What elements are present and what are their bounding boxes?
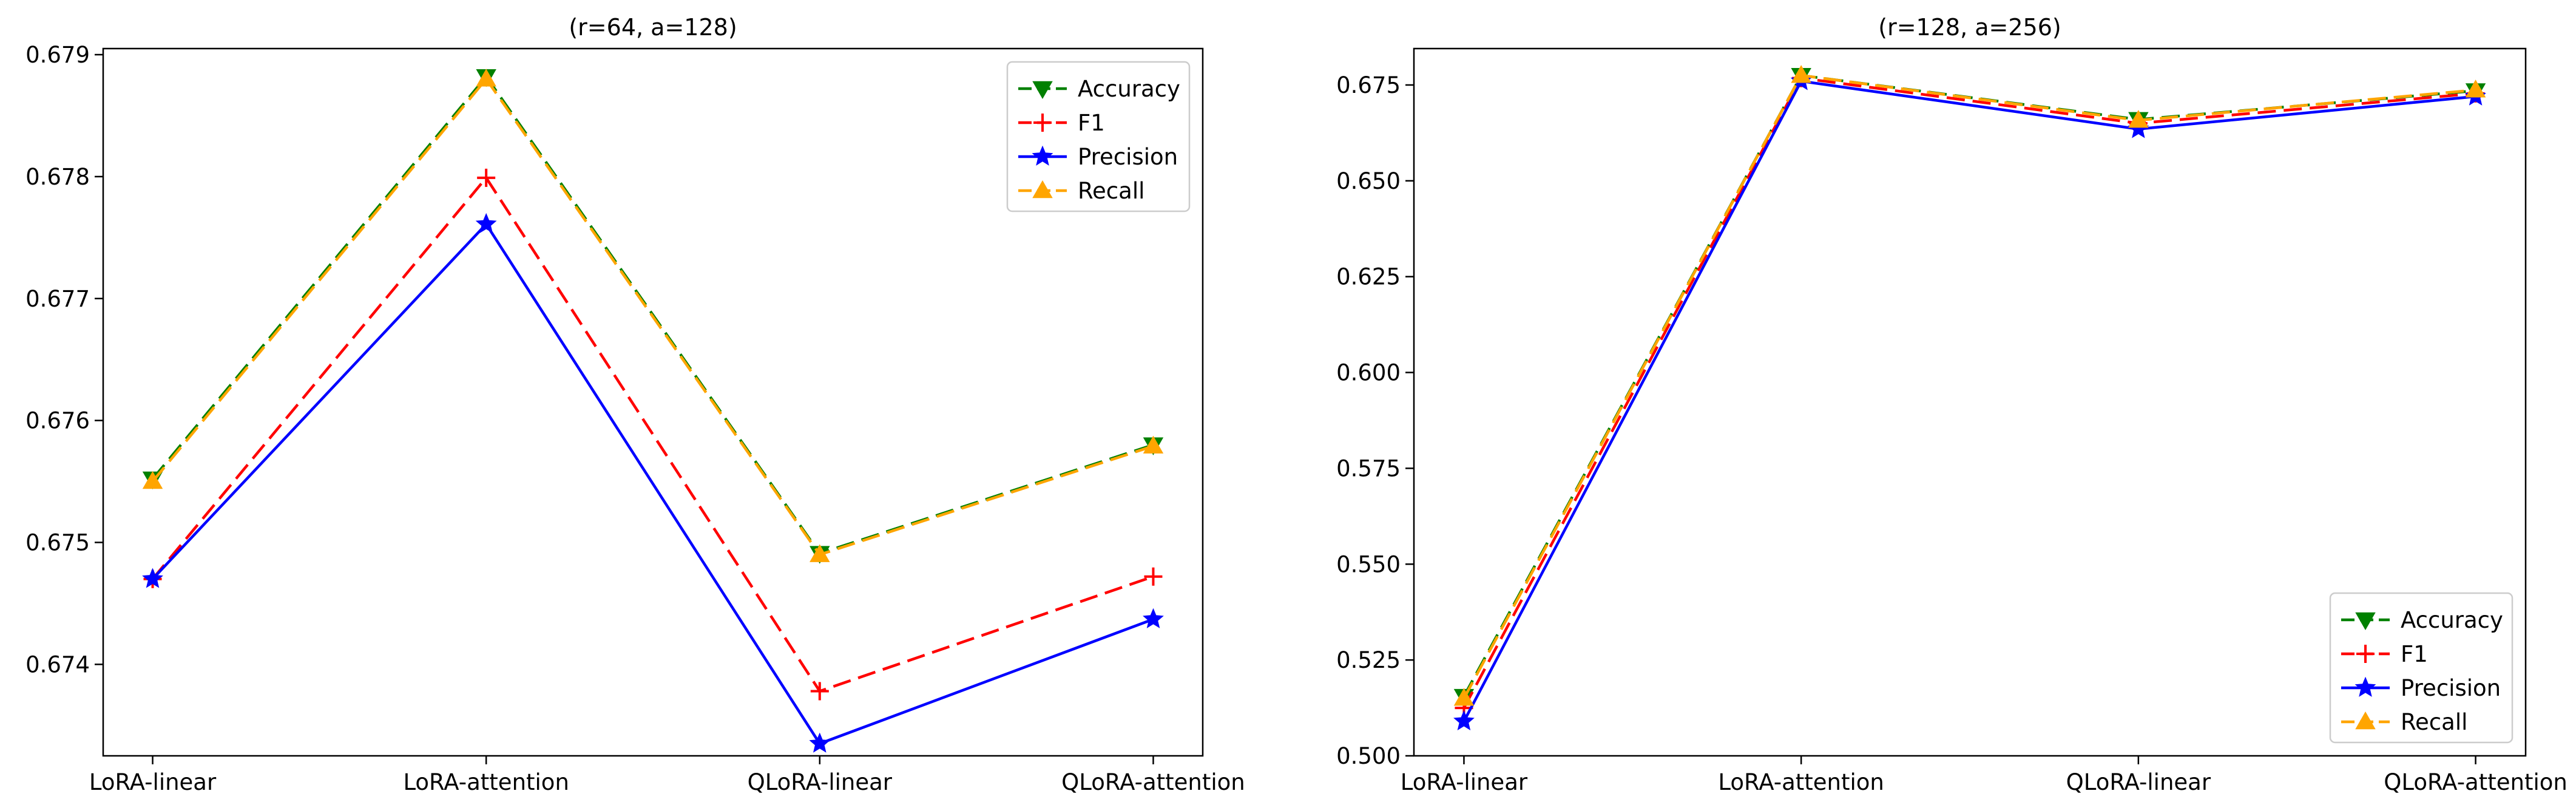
data-point-0-precision-3 <box>1143 608 1164 628</box>
x-tick-label-0-0: LoRA-linear <box>89 769 217 795</box>
data-point-0-precision-1 <box>475 212 497 234</box>
legend-label-0-2: Precision <box>1078 144 1178 170</box>
y-tick-label-0-5: 0.679 <box>25 42 90 68</box>
y-tick-label-1-6: 0.650 <box>1336 168 1401 194</box>
legend-marker-1-2 <box>2355 676 2376 697</box>
data-point-1-recall-0 <box>1453 688 1475 706</box>
legend-marker-1-0 <box>2355 612 2376 631</box>
series-line-0-precision <box>151 222 1154 746</box>
x-tick-label-0-2: QLoRA-linear <box>748 769 893 795</box>
y-tick-label-0-3: 0.677 <box>25 286 90 312</box>
legend-label-1-0: Accuracy <box>2401 607 2503 633</box>
data-point-0-f1-3 <box>1144 567 1163 586</box>
data-point-1-precision-0 <box>1453 710 1475 730</box>
legend-marker-0-3 <box>1032 180 1053 199</box>
data-point-0-f1-2 <box>810 682 829 701</box>
legend-marker-0-0 <box>1032 81 1053 100</box>
series-line-0-recall <box>151 77 1154 556</box>
legend-1 <box>2329 592 2513 744</box>
series-line-1-recall <box>1462 73 2476 699</box>
data-point-0-recall-1 <box>476 69 496 87</box>
legend-label-1-2: Precision <box>2401 675 2501 701</box>
y-tick-label-1-3: 0.575 <box>1336 455 1401 481</box>
legend-label-0-0: Accuracy <box>1078 76 1180 102</box>
data-point-0-precision-2 <box>809 732 831 753</box>
legend-marker-1-3 <box>2355 711 2376 730</box>
data-point-0-recall-3 <box>1143 435 1164 454</box>
y-tick-label-0-1: 0.675 <box>25 529 90 555</box>
x-tick-label-1-1: LoRA-attention <box>1718 769 1884 795</box>
data-point-1-recall-3 <box>2465 80 2486 98</box>
plot-area-0 <box>102 47 1204 757</box>
x-tick-label-0-1: LoRA-attention <box>403 769 569 795</box>
legend-label-0-1: F1 <box>1078 110 1105 136</box>
x-tick-label-0-3: QLoRA-attention <box>1061 769 1245 795</box>
legend-label-0-3: Recall <box>1078 178 1144 204</box>
chart-title-0: (r=64, a=128) <box>569 14 737 41</box>
data-point-0-f1-1 <box>477 168 496 187</box>
y-tick-label-0-0: 0.674 <box>25 651 90 678</box>
y-tick-label-1-7: 0.675 <box>1336 72 1401 98</box>
y-tick-label-1-2: 0.550 <box>1336 551 1401 577</box>
x-tick-label-1-3: QLoRA-attention <box>2384 769 2568 795</box>
x-tick-label-1-2: QLoRA-linear <box>2066 769 2211 795</box>
series-line-1-f1 <box>1462 76 2476 709</box>
legend-label-1-1: F1 <box>2401 641 2428 667</box>
y-tick-label-0-4: 0.678 <box>25 164 90 190</box>
data-point-0-recall-0 <box>142 471 163 489</box>
legend-label-1-3: Recall <box>2401 709 2467 735</box>
series-line-1-accuracy <box>1462 73 2476 698</box>
x-tick-label-1-0: LoRA-linear <box>1401 769 1528 795</box>
legend-marker-0-2 <box>1032 145 1053 166</box>
data-point-1-recall-1 <box>1791 65 1811 83</box>
series-line-1-precision <box>1462 80 2476 722</box>
y-tick-label-1-1: 0.525 <box>1336 647 1401 673</box>
data-point-0-precision-0 <box>142 568 163 588</box>
y-tick-label-1-4: 0.600 <box>1336 360 1401 386</box>
plot-area-1 <box>1413 47 2527 757</box>
data-point-0-recall-2 <box>810 544 830 562</box>
y-tick-label-1-5: 0.625 <box>1336 264 1401 290</box>
y-tick-label-1-0: 0.500 <box>1336 743 1401 769</box>
legend-marker-1-1 <box>2356 645 2375 663</box>
data-point-1-recall-2 <box>2128 110 2149 128</box>
y-tick-label-0-2: 0.676 <box>25 408 90 434</box>
legend-marker-0-1 <box>1033 114 1052 132</box>
series-line-0-f1 <box>151 176 1154 693</box>
legend-0 <box>1006 61 1191 212</box>
chart-title-1: (r=128, a=256) <box>1878 14 2061 41</box>
